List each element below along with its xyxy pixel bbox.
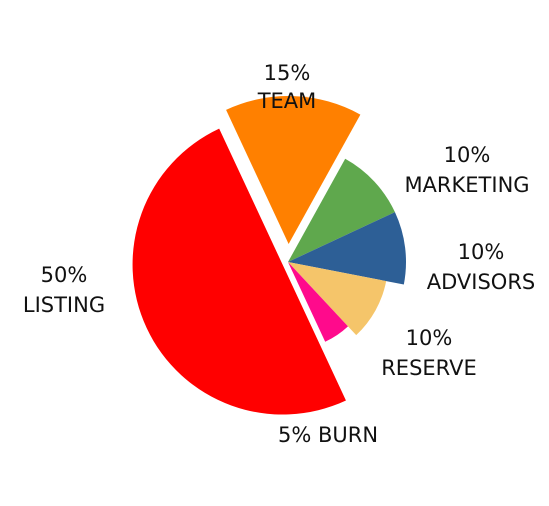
- marketing-name-label: MARKETING: [404, 173, 529, 197]
- team-percent-label: 15%: [264, 61, 311, 85]
- slice-advisors: [288, 212, 406, 285]
- slice-team: [226, 96, 361, 245]
- advisors-percent-label: 10%: [458, 240, 505, 264]
- slice-reserve: [288, 262, 387, 336]
- reserve-percent-label: 10%: [406, 326, 453, 350]
- burn-label: 5% BURN: [278, 423, 378, 447]
- slice-listing: [132, 128, 346, 415]
- listing-percent-label: 50%: [41, 263, 88, 287]
- burn-name-label: BURN: [318, 423, 378, 447]
- reserve-name-label: RESERVE: [381, 356, 477, 380]
- slice-burn: [288, 262, 349, 342]
- pie-slices: [132, 96, 406, 415]
- burn-percent-label: 5%: [278, 423, 311, 447]
- slice-marketing: [288, 158, 395, 262]
- team-name-label: TEAM: [257, 89, 317, 113]
- marketing-percent-label: 10%: [444, 143, 491, 167]
- advisors-name-label: ADVISORS: [427, 270, 536, 294]
- listing-name-label: LISTING: [23, 293, 105, 317]
